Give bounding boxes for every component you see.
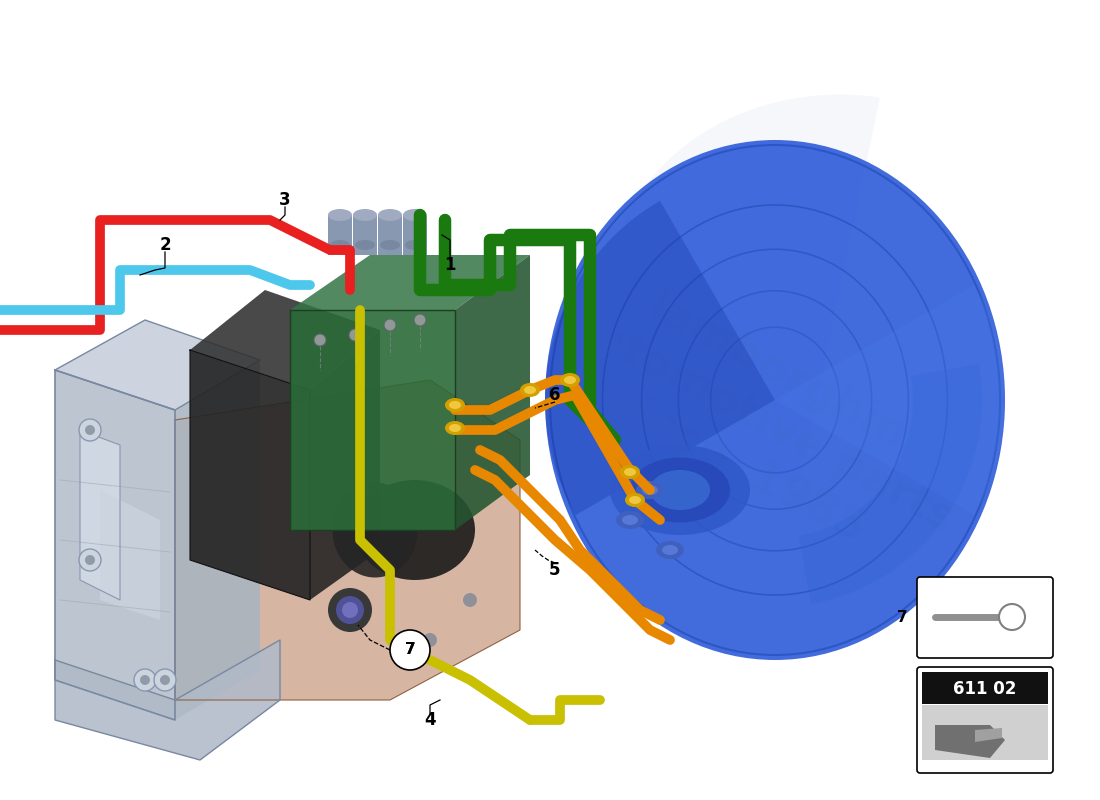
Wedge shape [799,364,982,604]
Polygon shape [100,490,160,620]
Polygon shape [80,430,120,600]
Circle shape [160,675,170,685]
Ellipse shape [642,485,658,495]
Ellipse shape [353,209,377,221]
Text: lamborghini
automotive parts
since  1985: lamborghini automotive parts since 1985 [536,255,984,585]
Ellipse shape [520,383,540,397]
Ellipse shape [662,545,678,555]
Circle shape [336,596,364,624]
Circle shape [342,602,358,618]
Ellipse shape [560,373,580,387]
Ellipse shape [446,398,465,412]
Ellipse shape [355,240,375,250]
Text: 7: 7 [896,610,907,625]
Text: 3: 3 [279,191,290,209]
Bar [353,215,377,255]
FancyBboxPatch shape [917,577,1053,658]
Circle shape [85,425,95,435]
Ellipse shape [564,376,576,384]
Polygon shape [455,255,530,530]
Text: 7: 7 [405,642,416,658]
Ellipse shape [379,240,400,250]
Text: 2: 2 [160,236,170,254]
Ellipse shape [625,493,645,507]
Ellipse shape [446,421,465,435]
Ellipse shape [544,140,1005,660]
Polygon shape [610,94,880,482]
Ellipse shape [629,496,641,504]
Circle shape [349,329,361,341]
Ellipse shape [656,541,684,559]
Ellipse shape [378,209,402,221]
Circle shape [463,593,477,607]
Ellipse shape [620,465,640,479]
Text: 6: 6 [549,386,561,404]
Wedge shape [544,201,776,515]
Ellipse shape [403,209,427,221]
Bar [922,705,1048,760]
Polygon shape [175,360,260,720]
Ellipse shape [524,386,536,394]
Ellipse shape [630,458,730,522]
Ellipse shape [330,240,350,250]
Polygon shape [935,725,1005,758]
Circle shape [390,630,430,670]
Polygon shape [175,380,520,700]
Polygon shape [190,350,310,600]
Circle shape [79,419,101,441]
Wedge shape [776,285,1005,515]
Polygon shape [310,330,380,600]
Text: 5: 5 [549,561,561,579]
Circle shape [85,555,95,565]
Text: 7: 7 [405,642,416,658]
Ellipse shape [405,240,425,250]
Ellipse shape [449,424,461,432]
Polygon shape [190,290,380,390]
FancyBboxPatch shape [917,667,1053,773]
Text: 4: 4 [425,711,436,729]
Polygon shape [290,310,455,530]
Circle shape [384,319,396,331]
Circle shape [999,604,1025,630]
Polygon shape [975,728,1002,742]
Bar [922,672,1048,704]
Circle shape [328,588,372,632]
Bar [328,215,352,255]
Ellipse shape [355,480,475,580]
Circle shape [79,549,101,571]
Ellipse shape [449,401,461,409]
Polygon shape [55,640,280,760]
Circle shape [414,314,426,326]
Ellipse shape [650,470,710,510]
Ellipse shape [328,209,352,221]
Bar [378,215,402,255]
Circle shape [140,675,150,685]
Ellipse shape [636,481,664,499]
Ellipse shape [610,445,750,535]
Polygon shape [55,370,175,720]
Ellipse shape [624,468,636,476]
Bar [403,215,427,255]
Circle shape [424,633,437,647]
Polygon shape [290,255,530,310]
Text: 1: 1 [444,256,455,274]
Text: 611 02: 611 02 [954,680,1016,698]
Ellipse shape [621,515,638,525]
Circle shape [154,669,176,691]
Ellipse shape [332,482,418,578]
Circle shape [314,334,326,346]
Ellipse shape [616,511,644,529]
Polygon shape [55,320,260,410]
Circle shape [134,669,156,691]
